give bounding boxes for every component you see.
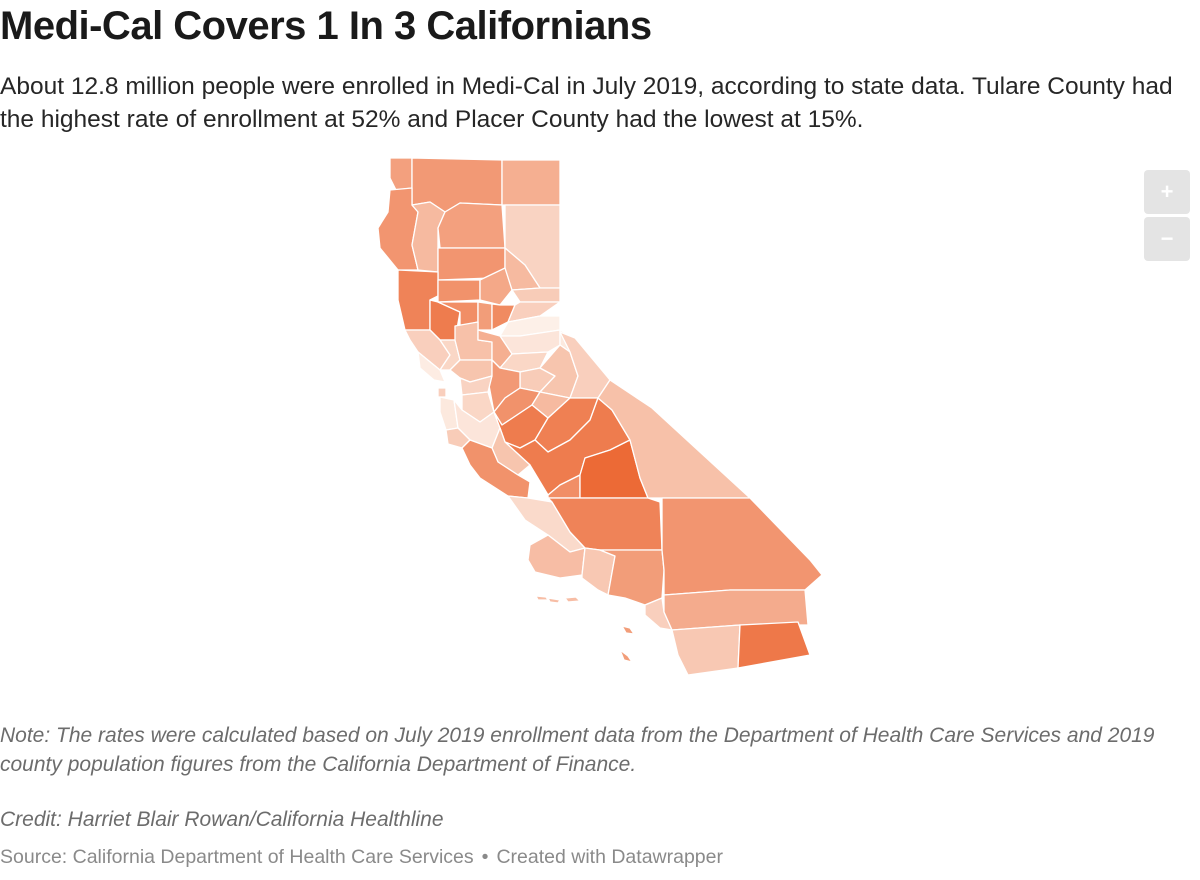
county-glenn[interactable] [437,279,481,303]
county-butte[interactable] [479,267,513,306]
county-humboldt[interactable] [377,187,419,271]
zoom-out-button[interactable]: − [1144,217,1190,261]
channel-island [547,597,561,604]
channel-island [535,595,549,601]
map-footer: Source: California Department of Health … [0,843,723,871]
county-sutter[interactable] [477,301,493,331]
created-with-link[interactable]: Created with Datawrapper [496,846,723,868]
choropleth-map[interactable] [0,150,1200,690]
source-text: Source: California Department of Health … [0,846,474,868]
county-modoc[interactable] [501,159,561,206]
chart-description: About 12.8 million people were enrolled … [0,73,1173,133]
zoom-in-button[interactable]: + [1144,170,1190,214]
county-monterey[interactable] [461,439,531,499]
county-imperial[interactable] [737,621,811,669]
channel-island [619,649,633,663]
map-note: Note: The rates were calculated based on… [0,724,1155,776]
county-contra-costa[interactable] [459,375,493,396]
county-san-diego[interactable] [671,624,741,676]
county-sierra[interactable] [511,287,561,303]
map-credit: Credit: Harriet Blair Rowan/California H… [0,808,444,831]
california-county-map[interactable] [0,150,1200,690]
county-san-bernardino[interactable] [661,497,823,596]
county-nevada[interactable] [507,301,561,323]
chart-title: Medi-Cal Covers 1 In 3 Californians [0,4,652,48]
footer-separator: • [481,846,489,868]
channel-island [621,625,635,635]
county-marin[interactable] [417,351,446,383]
county-san-francisco[interactable] [437,387,447,398]
county-shasta[interactable] [437,202,506,249]
channel-island [564,596,581,603]
county-del-norte[interactable] [389,157,413,191]
